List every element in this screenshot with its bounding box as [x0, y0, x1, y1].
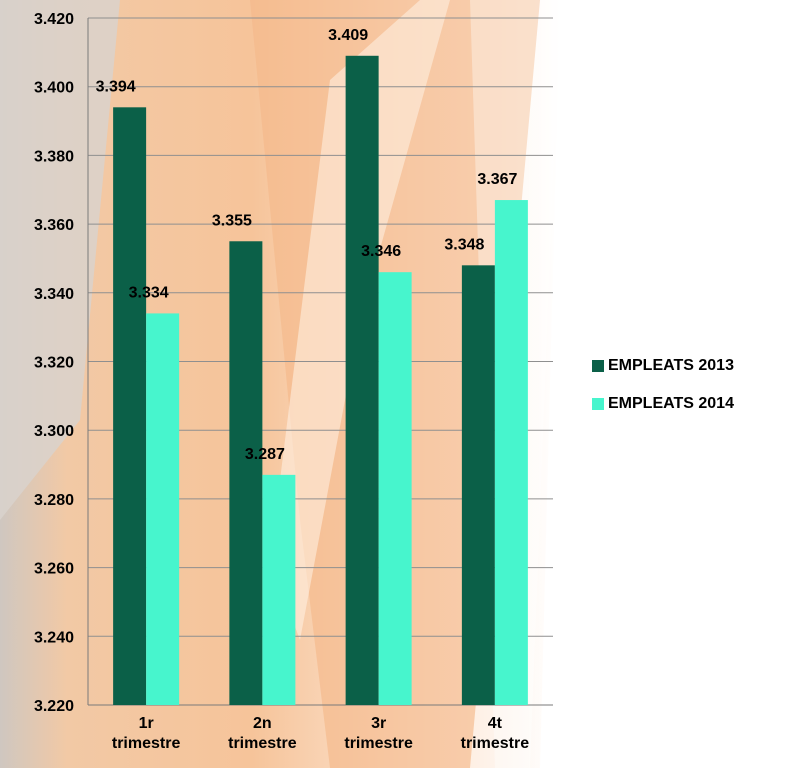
bar-2013-q1 [113, 107, 147, 705]
legend-label-2013: EMPLEATS 2013 [608, 357, 734, 374]
x-tick-labels: 1r trimestre 2n trimestre 3r trimestre 4t trime… [112, 715, 529, 752]
data-label: 3.287 [245, 446, 285, 463]
y-tick-label: 3.220 [34, 698, 74, 715]
y-tick-label: 3.340 [34, 286, 74, 303]
data-label: 3.394 [96, 78, 136, 95]
bar-2014-q3 [378, 272, 412, 705]
x-tick-label: 1r [139, 715, 154, 732]
bar-2013-q3 [345, 55, 379, 706]
data-label: 3.334 [129, 284, 169, 301]
data-label: 3.367 [477, 171, 517, 188]
data-label: 3.346 [361, 243, 401, 260]
y-tick-label: 3.280 [34, 492, 74, 509]
x-tick-label: trimestre [344, 735, 413, 752]
x-tick-label: 3r [371, 715, 386, 732]
y-tick-label: 3.260 [34, 561, 74, 578]
bar-2014-q1 [146, 313, 180, 705]
y-tick-label: 3.300 [34, 423, 74, 440]
y-tick-label: 3.320 [34, 355, 74, 372]
y-tick-labels: 3.220 3.240 3.260 3.280 3.300 3.320 3.340 3.360… [34, 11, 74, 715]
y-tick-label: 3.240 [34, 629, 74, 646]
bar-2013-q4 [461, 265, 495, 705]
data-label: 3.355 [212, 212, 252, 229]
y-tick-label: 3.420 [34, 11, 74, 28]
x-tick-label: trimestre [112, 735, 181, 752]
bar-2013-q2 [229, 241, 263, 705]
y-tick-label: 3.380 [34, 148, 74, 165]
data-label: 3.348 [444, 236, 484, 253]
bar-2014-q4 [494, 200, 528, 705]
data-label: 3.409 [328, 27, 368, 44]
x-tick-label: 2n [253, 715, 272, 732]
y-tick-label: 3.400 [34, 80, 74, 97]
y-tick-label: 3.360 [34, 217, 74, 234]
bars [113, 55, 528, 706]
bar-2014-q2 [262, 474, 296, 705]
legend-swatch-2013 [592, 360, 604, 372]
data-labels: 3.394 3.334 3.355 3.287 3.409 3.346 3.348 3.367 [96, 27, 518, 463]
x-tick-label: trimestre [228, 735, 297, 752]
legend-item-2014: EMPLEATS 2014 [592, 394, 734, 414]
x-tick-label: 4t [488, 715, 503, 732]
legend-swatch-2014 [592, 398, 604, 410]
legend-label-2014: EMPLEATS 2014 [608, 395, 734, 412]
x-tick-label: trimestre [461, 735, 530, 752]
legend-item-2013: EMPLEATS 2013 [592, 356, 734, 376]
legend: EMPLEATS 2013 EMPLEATS 2014 [592, 356, 734, 432]
